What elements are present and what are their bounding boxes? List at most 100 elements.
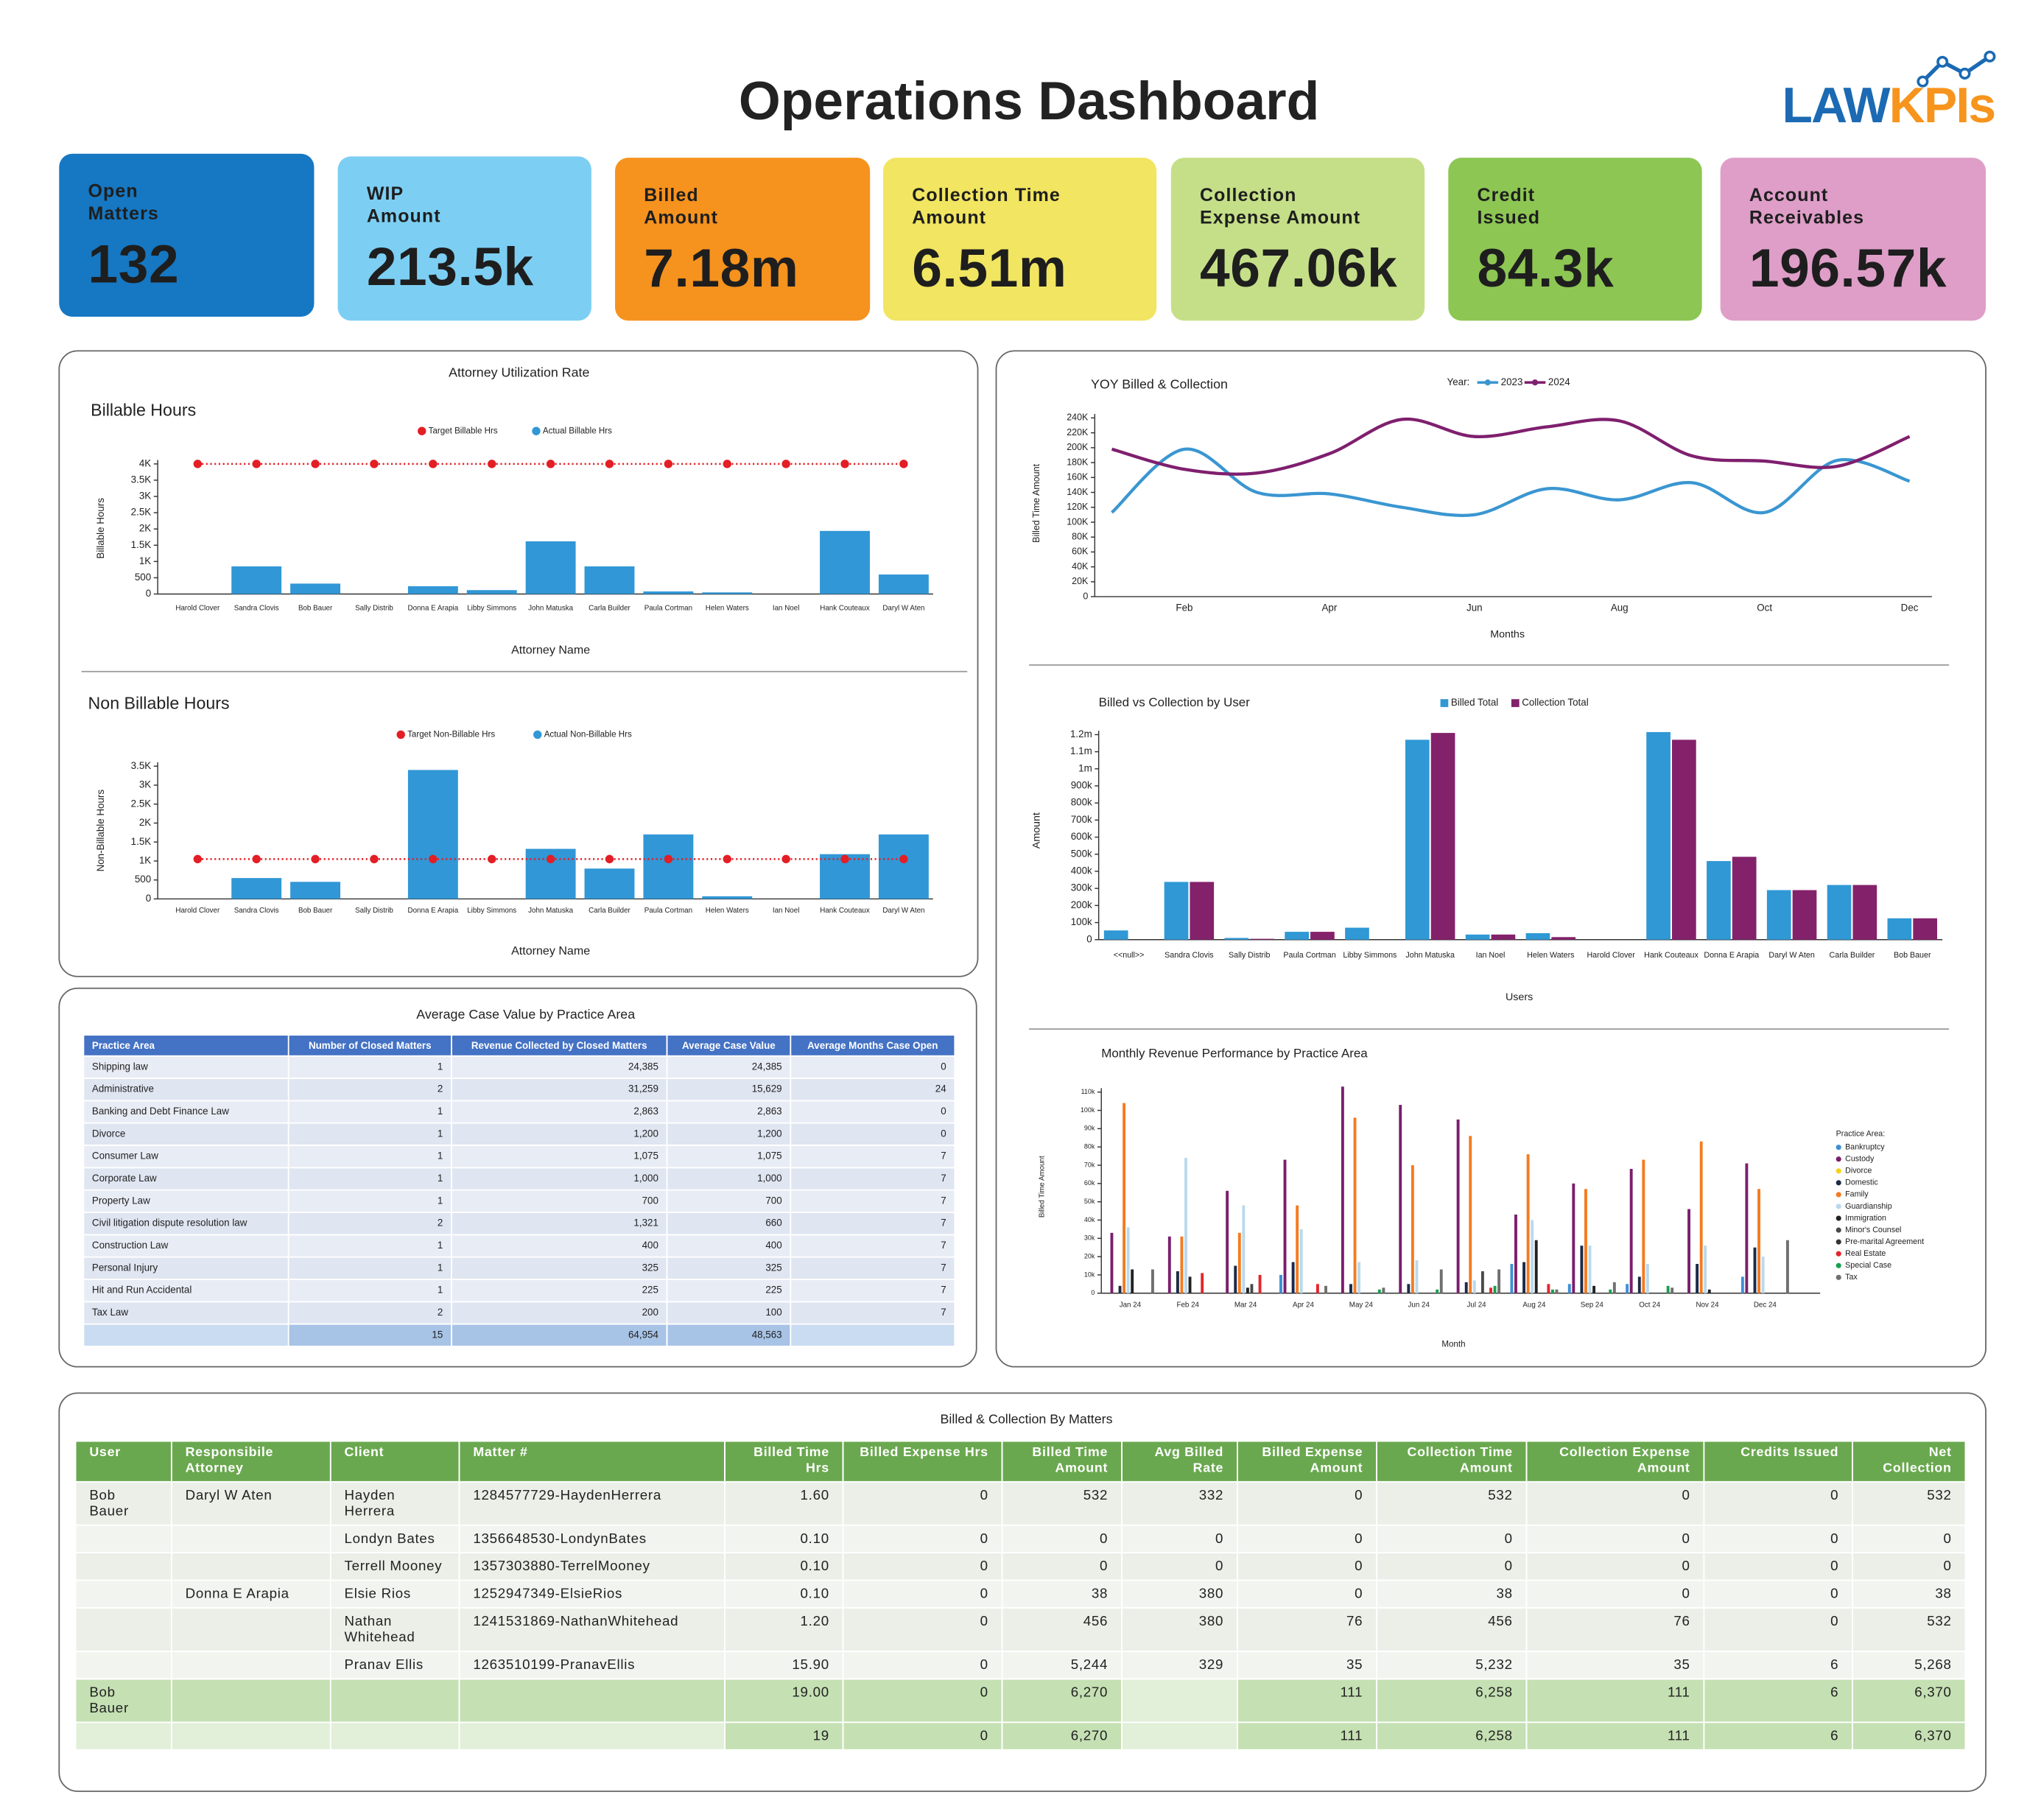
x-tick-label: Sandra Clovis — [1164, 951, 1214, 960]
bar — [1242, 1205, 1246, 1293]
bar — [1531, 1220, 1534, 1293]
x-tick-label: Paula Cortman — [644, 605, 692, 613]
table-cell: 6,270 — [1001, 1721, 1123, 1751]
table-cell: 5,268 — [1852, 1651, 1967, 1680]
bar — [1666, 1285, 1670, 1293]
legend-marker — [1836, 1180, 1841, 1186]
table-cell: Shipping law — [82, 1055, 289, 1079]
y-tick-label: 40K — [1072, 561, 1089, 572]
x-tick-label: Helen Waters — [706, 907, 749, 915]
table-cell: 76 — [1525, 1607, 1705, 1652]
legend-label: Custody — [1845, 1155, 1875, 1164]
table-cell: 15,629 — [666, 1078, 792, 1102]
x-tick-label: John Matuska — [528, 605, 574, 613]
total-row: 19 0 6,270 111 6,258 111 6 6,370 — [74, 1721, 1967, 1751]
y-tick-label: 200K — [1067, 442, 1089, 452]
table-cell: 0 — [1525, 1480, 1705, 1526]
table-cell: 225 — [666, 1279, 792, 1303]
y-tick-label: 300k — [1071, 882, 1092, 893]
table-cell: 1 — [287, 1256, 452, 1280]
column-header: Revenue Collected by Closed Matters — [451, 1034, 668, 1057]
table-row: Property Law 1 700 700 7 — [82, 1189, 956, 1213]
table-cell: 329 — [1120, 1651, 1238, 1680]
target-dot — [899, 854, 908, 864]
kpi-value: 196.57k — [1749, 237, 1947, 299]
logo-text: LAW — [1782, 78, 1890, 133]
x-tick-label: Aug 24 — [1522, 1301, 1546, 1309]
x-tick-label: Carla Builder — [589, 605, 630, 613]
kpi-label: Account — [1749, 183, 1829, 205]
bar — [1234, 1265, 1237, 1293]
data-table: Practice Area Number of Closed Matters Rev… — [82, 1034, 956, 1347]
table-row: Tax Law 2 200 100 7 — [82, 1301, 956, 1325]
bar — [1377, 1289, 1381, 1293]
y-tick-label: 100K — [1067, 516, 1089, 527]
x-tick-label: Feb — [1176, 602, 1192, 614]
column-header: Average Months Case Open — [790, 1034, 956, 1057]
target-dot — [252, 460, 261, 468]
x-tick-label: John Matuska — [528, 907, 574, 915]
bar — [643, 591, 694, 594]
table-cell: 0 — [1376, 1552, 1528, 1581]
y-tick-label: 4K — [139, 457, 151, 468]
table-cell: 1.20 — [724, 1607, 844, 1652]
bar — [1572, 1183, 1575, 1293]
table-cell: 0 — [1852, 1524, 1967, 1554]
table-cell: 0 — [842, 1721, 1003, 1751]
bar — [1226, 1190, 1229, 1293]
table-cell: Hayden Herrera — [329, 1480, 460, 1526]
y-tick-label: 800k — [1071, 797, 1092, 808]
bar — [231, 878, 282, 899]
bar — [1407, 1284, 1411, 1293]
table-cell: 48,563 — [666, 1323, 792, 1347]
table-cell: 0 — [1001, 1524, 1123, 1554]
table-cell: 1 — [287, 1234, 452, 1258]
bar — [1118, 1285, 1122, 1293]
target-dot — [193, 854, 203, 864]
column-header: Avg Billed Rate — [1120, 1440, 1238, 1483]
bar — [1258, 1274, 1262, 1293]
x-tick-label: Ian Noel — [1476, 951, 1506, 960]
table-cell: 7 — [790, 1279, 956, 1303]
bar — [1283, 1159, 1287, 1293]
table-row: Divorce 1 1,200 1,200 0 — [82, 1122, 956, 1146]
table-cell — [1120, 1721, 1238, 1751]
kpi-label: Expense Amount — [1200, 206, 1361, 228]
x-axis-label: Users — [1506, 991, 1533, 1003]
bar — [1555, 1289, 1559, 1293]
bar — [1489, 1287, 1492, 1293]
kpi-label: Amount — [366, 205, 441, 226]
bar — [1345, 927, 1369, 940]
y-tick-label: 70k — [1084, 1161, 1095, 1168]
legend-marker — [1836, 1251, 1841, 1257]
kpi-value: 213.5k — [366, 236, 534, 298]
kpi-label: Billed — [644, 183, 699, 205]
y-tick-label: 700k — [1071, 814, 1092, 825]
y-tick-label: 160K — [1067, 472, 1089, 482]
table-cell — [74, 1607, 172, 1652]
bar — [290, 583, 341, 594]
legend-marker — [1836, 1215, 1841, 1221]
bar — [1526, 1154, 1530, 1293]
kpi-label: Receivables — [1749, 206, 1865, 228]
x-tick-label: Daryl W Aten — [882, 605, 924, 613]
column-header: Matter # — [458, 1440, 726, 1483]
bar — [1296, 1205, 1299, 1293]
legend-label: Real Estate — [1845, 1249, 1886, 1258]
x-tick-label: Apr 24 — [1293, 1301, 1314, 1309]
bar — [1250, 1284, 1254, 1293]
bar — [1180, 1236, 1184, 1293]
bar — [1510, 1264, 1514, 1293]
table-cell: 24,385 — [666, 1055, 792, 1079]
bar — [1497, 1269, 1501, 1293]
x-tick-label: Sep 24 — [1581, 1301, 1604, 1309]
table-cell: 1252947349-ElsieRios — [458, 1579, 726, 1609]
bar — [1250, 938, 1274, 940]
table-cell: 660 — [666, 1212, 792, 1236]
table-cell: 400 — [666, 1234, 792, 1258]
y-axis-label: Billable Hours — [95, 498, 106, 559]
logo-icon — [1921, 55, 1991, 83]
kpi-label: Credit — [1477, 183, 1536, 205]
table-cell: Personal Injury — [82, 1256, 289, 1280]
bar — [1349, 1284, 1352, 1293]
